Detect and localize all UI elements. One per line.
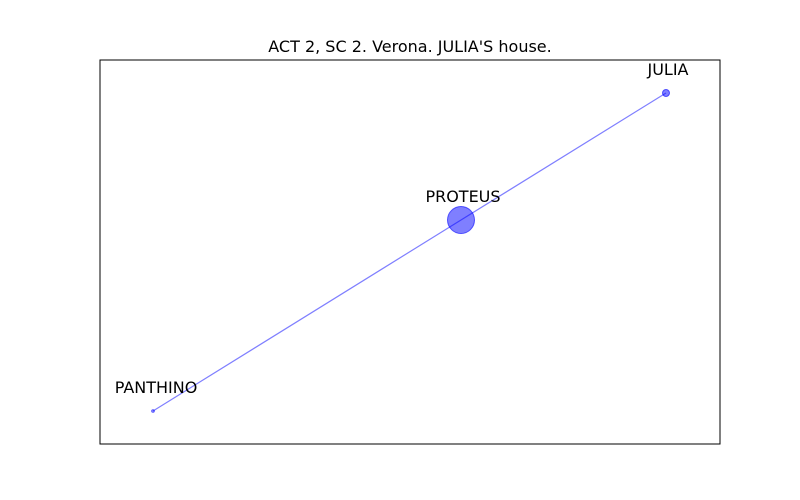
node-label-julia: JULIA [646, 60, 688, 79]
edge-proteus-julia [460, 92, 667, 221]
edges-layer [152, 92, 667, 412]
nodes-layer [151, 89, 670, 413]
node-panthino[interactable] [151, 409, 155, 413]
figure-title: ACT 2, SC 2. Verona. JULIA'S house. [268, 37, 551, 56]
plot-frame [99, 59, 721, 445]
node-label-proteus: PROTEUS [425, 187, 500, 206]
node-label-panthino: PANTHINO [115, 378, 198, 397]
edge-panthino-proteus [152, 219, 462, 412]
labels-layer: JULIA PROTEUS PANTHINO [115, 60, 689, 397]
node-proteus[interactable] [447, 206, 475, 234]
node-julia[interactable] [662, 89, 670, 97]
